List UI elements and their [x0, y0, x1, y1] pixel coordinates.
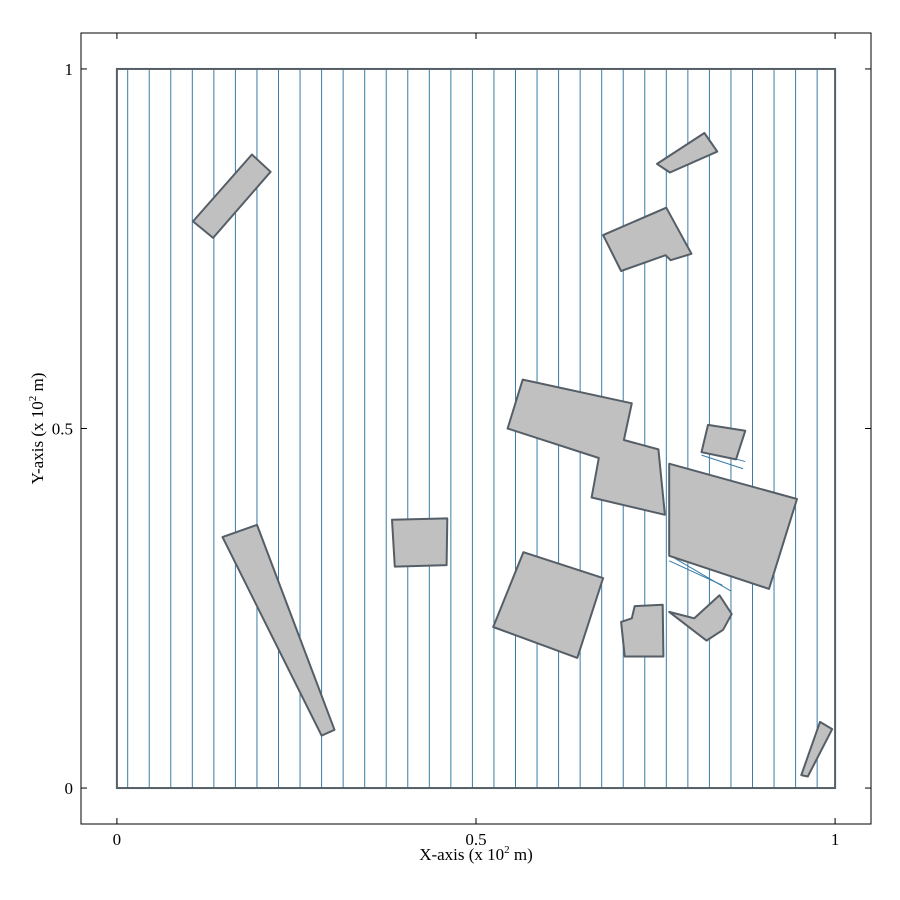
x-axis-label-suffix: m): [510, 845, 533, 864]
y-axis-label-suffix: m): [28, 373, 47, 396]
x-axis-label-prefix: X-axis (x 10: [419, 845, 504, 864]
y-axis-label: Y-axis (x 102 m): [27, 373, 47, 485]
y-axis-label-prefix: Y-axis (x 10: [28, 401, 47, 484]
x-axis-label: X-axis (x 102 m): [419, 844, 533, 864]
x-tick-label-3: 1: [831, 830, 840, 849]
y-tick-label-3: 1: [65, 60, 74, 79]
obstacle-3: [392, 518, 447, 566]
y-tick-label-1: 0: [65, 779, 74, 798]
y-tick-label-2: 0.5: [52, 420, 73, 439]
x-tick-label-1: 0: [113, 830, 122, 849]
